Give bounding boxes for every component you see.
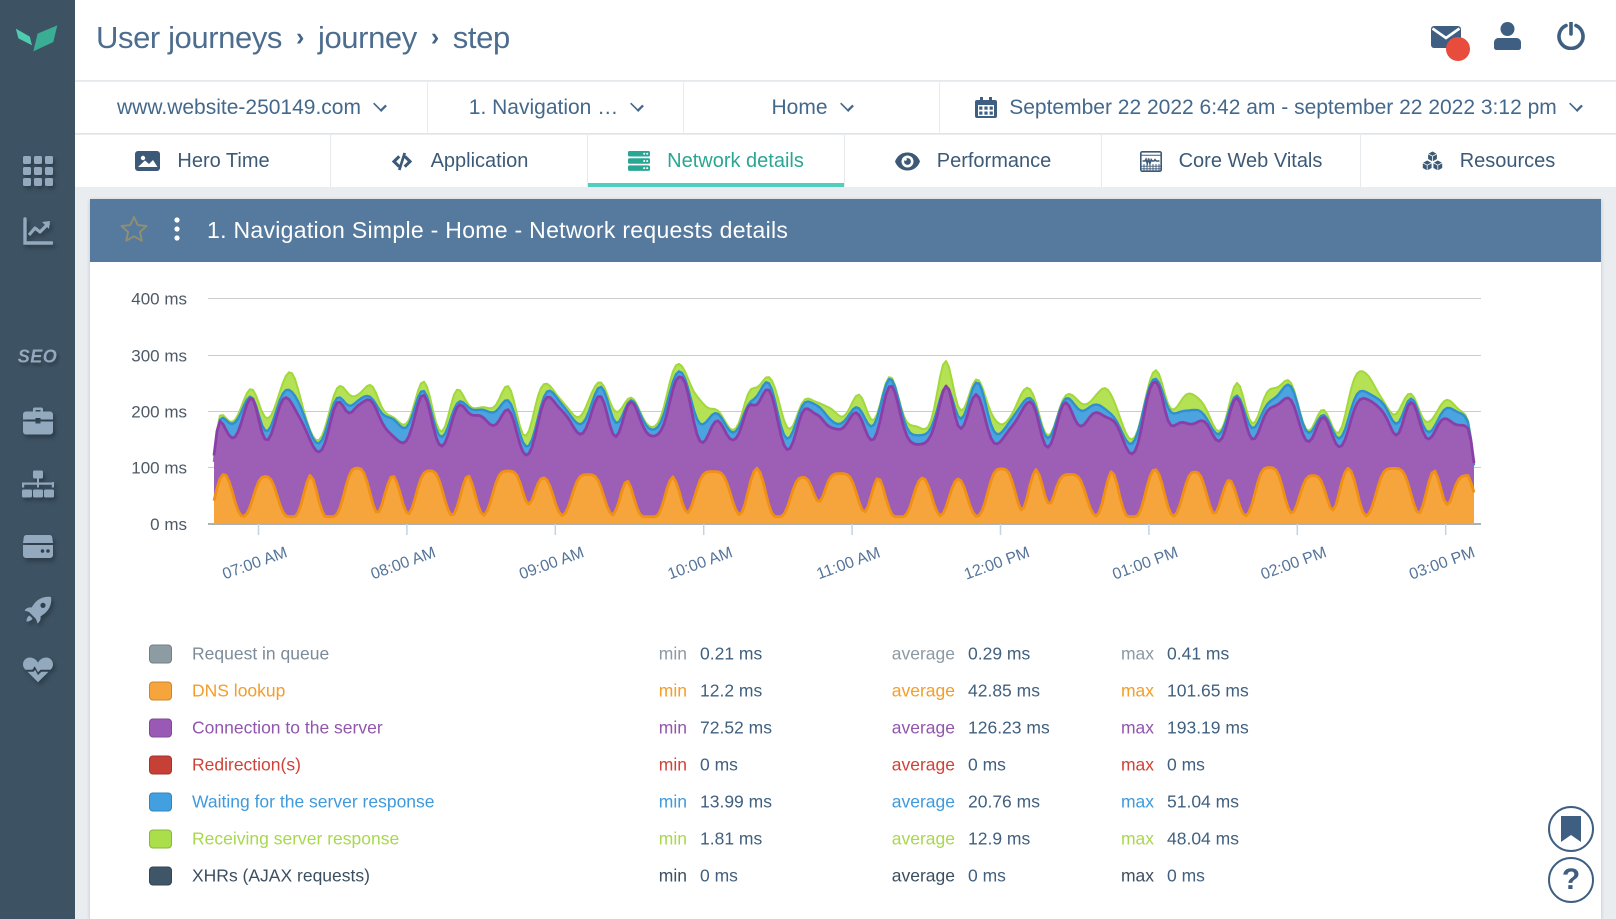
svg-text:0 ms: 0 ms <box>150 515 187 534</box>
svg-text:09:00 AM: 09:00 AM <box>517 544 586 583</box>
svg-text:03:00 PM: 03:00 PM <box>1407 544 1477 583</box>
svg-text:07:00 AM: 07:00 AM <box>220 544 289 583</box>
svg-text:400 ms: 400 ms <box>131 290 187 309</box>
svg-text:300 ms: 300 ms <box>131 347 187 366</box>
svg-text:200 ms: 200 ms <box>131 403 187 422</box>
svg-text:100 ms: 100 ms <box>131 459 187 478</box>
svg-text:12:00 PM: 12:00 PM <box>962 544 1032 583</box>
svg-text:02:00 PM: 02:00 PM <box>1259 544 1329 583</box>
svg-text:01:00 PM: 01:00 PM <box>1110 544 1180 583</box>
svg-text:10:00 AM: 10:00 AM <box>665 544 734 583</box>
svg-text:08:00 AM: 08:00 AM <box>369 544 438 583</box>
svg-text:11:00 AM: 11:00 AM <box>814 544 882 583</box>
